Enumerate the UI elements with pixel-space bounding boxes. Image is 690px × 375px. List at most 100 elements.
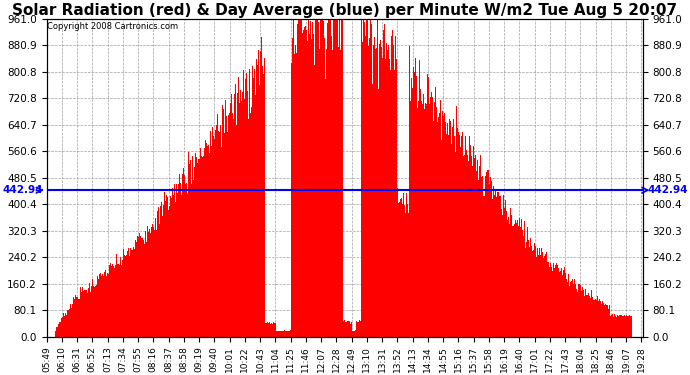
Bar bbox=[192, 156, 193, 337]
Bar bbox=[111, 266, 112, 337]
Bar bbox=[392, 30, 393, 337]
Bar bbox=[280, 331, 281, 337]
Bar bbox=[329, 19, 330, 337]
Bar bbox=[457, 128, 458, 337]
Bar bbox=[330, 19, 331, 337]
Bar bbox=[601, 304, 602, 337]
Bar bbox=[146, 242, 147, 337]
Bar bbox=[278, 331, 279, 337]
Bar bbox=[236, 90, 237, 337]
Bar bbox=[558, 268, 559, 337]
Bar bbox=[200, 147, 201, 337]
Bar bbox=[383, 30, 384, 337]
Bar bbox=[368, 21, 369, 337]
Bar bbox=[167, 209, 168, 337]
Bar bbox=[272, 324, 273, 337]
Bar bbox=[574, 279, 575, 337]
Bar bbox=[254, 69, 255, 337]
Bar bbox=[545, 254, 546, 337]
Bar bbox=[229, 113, 230, 337]
Bar bbox=[359, 320, 360, 337]
Bar bbox=[255, 95, 256, 337]
Bar bbox=[408, 66, 409, 337]
Bar bbox=[56, 329, 57, 337]
Bar bbox=[306, 30, 307, 337]
Bar bbox=[461, 135, 462, 337]
Bar bbox=[125, 246, 126, 337]
Bar bbox=[162, 216, 163, 337]
Bar bbox=[531, 246, 532, 337]
Bar bbox=[554, 268, 555, 337]
Bar bbox=[282, 331, 283, 337]
Bar bbox=[426, 89, 428, 337]
Bar bbox=[486, 172, 487, 337]
Bar bbox=[137, 237, 138, 337]
Bar bbox=[393, 45, 394, 337]
Bar bbox=[110, 263, 111, 337]
Bar bbox=[81, 294, 83, 337]
Bar bbox=[315, 53, 316, 337]
Bar bbox=[340, 51, 341, 337]
Bar bbox=[170, 196, 171, 337]
Bar bbox=[217, 113, 218, 337]
Bar bbox=[348, 321, 349, 337]
Bar bbox=[556, 263, 557, 337]
Bar bbox=[92, 285, 93, 337]
Bar bbox=[590, 298, 591, 337]
Bar bbox=[312, 22, 313, 337]
Bar bbox=[86, 290, 87, 337]
Bar bbox=[76, 297, 77, 337]
Bar bbox=[199, 159, 200, 337]
Bar bbox=[233, 104, 235, 337]
Bar bbox=[286, 331, 287, 337]
Bar bbox=[284, 330, 285, 337]
Bar bbox=[600, 301, 601, 337]
Bar bbox=[505, 200, 506, 337]
Bar bbox=[450, 120, 451, 337]
Bar bbox=[225, 100, 226, 337]
Bar bbox=[519, 218, 520, 337]
Bar bbox=[153, 227, 154, 337]
Bar bbox=[304, 27, 305, 337]
Bar bbox=[433, 121, 434, 337]
Bar bbox=[406, 193, 407, 337]
Bar bbox=[118, 264, 119, 337]
Bar bbox=[240, 90, 241, 337]
Bar bbox=[294, 54, 295, 337]
Bar bbox=[473, 146, 474, 337]
Bar bbox=[453, 141, 454, 337]
Bar bbox=[364, 22, 365, 337]
Bar bbox=[479, 166, 480, 337]
Bar bbox=[245, 79, 246, 337]
Bar bbox=[349, 321, 350, 337]
Bar bbox=[224, 133, 225, 337]
Bar bbox=[301, 19, 302, 337]
Bar bbox=[77, 297, 78, 337]
Bar bbox=[322, 19, 323, 337]
Bar bbox=[232, 112, 233, 337]
Bar bbox=[432, 98, 433, 337]
Bar bbox=[551, 267, 552, 337]
Bar bbox=[609, 305, 610, 337]
Bar bbox=[242, 92, 243, 337]
Bar bbox=[122, 260, 123, 337]
Bar bbox=[237, 93, 238, 337]
Bar bbox=[175, 202, 176, 337]
Bar bbox=[492, 199, 493, 337]
Bar bbox=[206, 143, 207, 337]
Bar bbox=[194, 178, 195, 337]
Bar bbox=[207, 124, 208, 337]
Bar bbox=[320, 19, 321, 337]
Bar bbox=[226, 116, 227, 337]
Bar bbox=[259, 76, 260, 337]
Bar bbox=[530, 238, 531, 337]
Bar bbox=[421, 102, 422, 337]
Bar bbox=[129, 256, 130, 337]
Bar bbox=[88, 288, 89, 337]
Bar bbox=[300, 19, 301, 337]
Bar bbox=[587, 295, 588, 337]
Bar bbox=[474, 158, 475, 337]
Bar bbox=[446, 134, 447, 337]
Bar bbox=[213, 136, 214, 337]
Bar bbox=[305, 70, 306, 337]
